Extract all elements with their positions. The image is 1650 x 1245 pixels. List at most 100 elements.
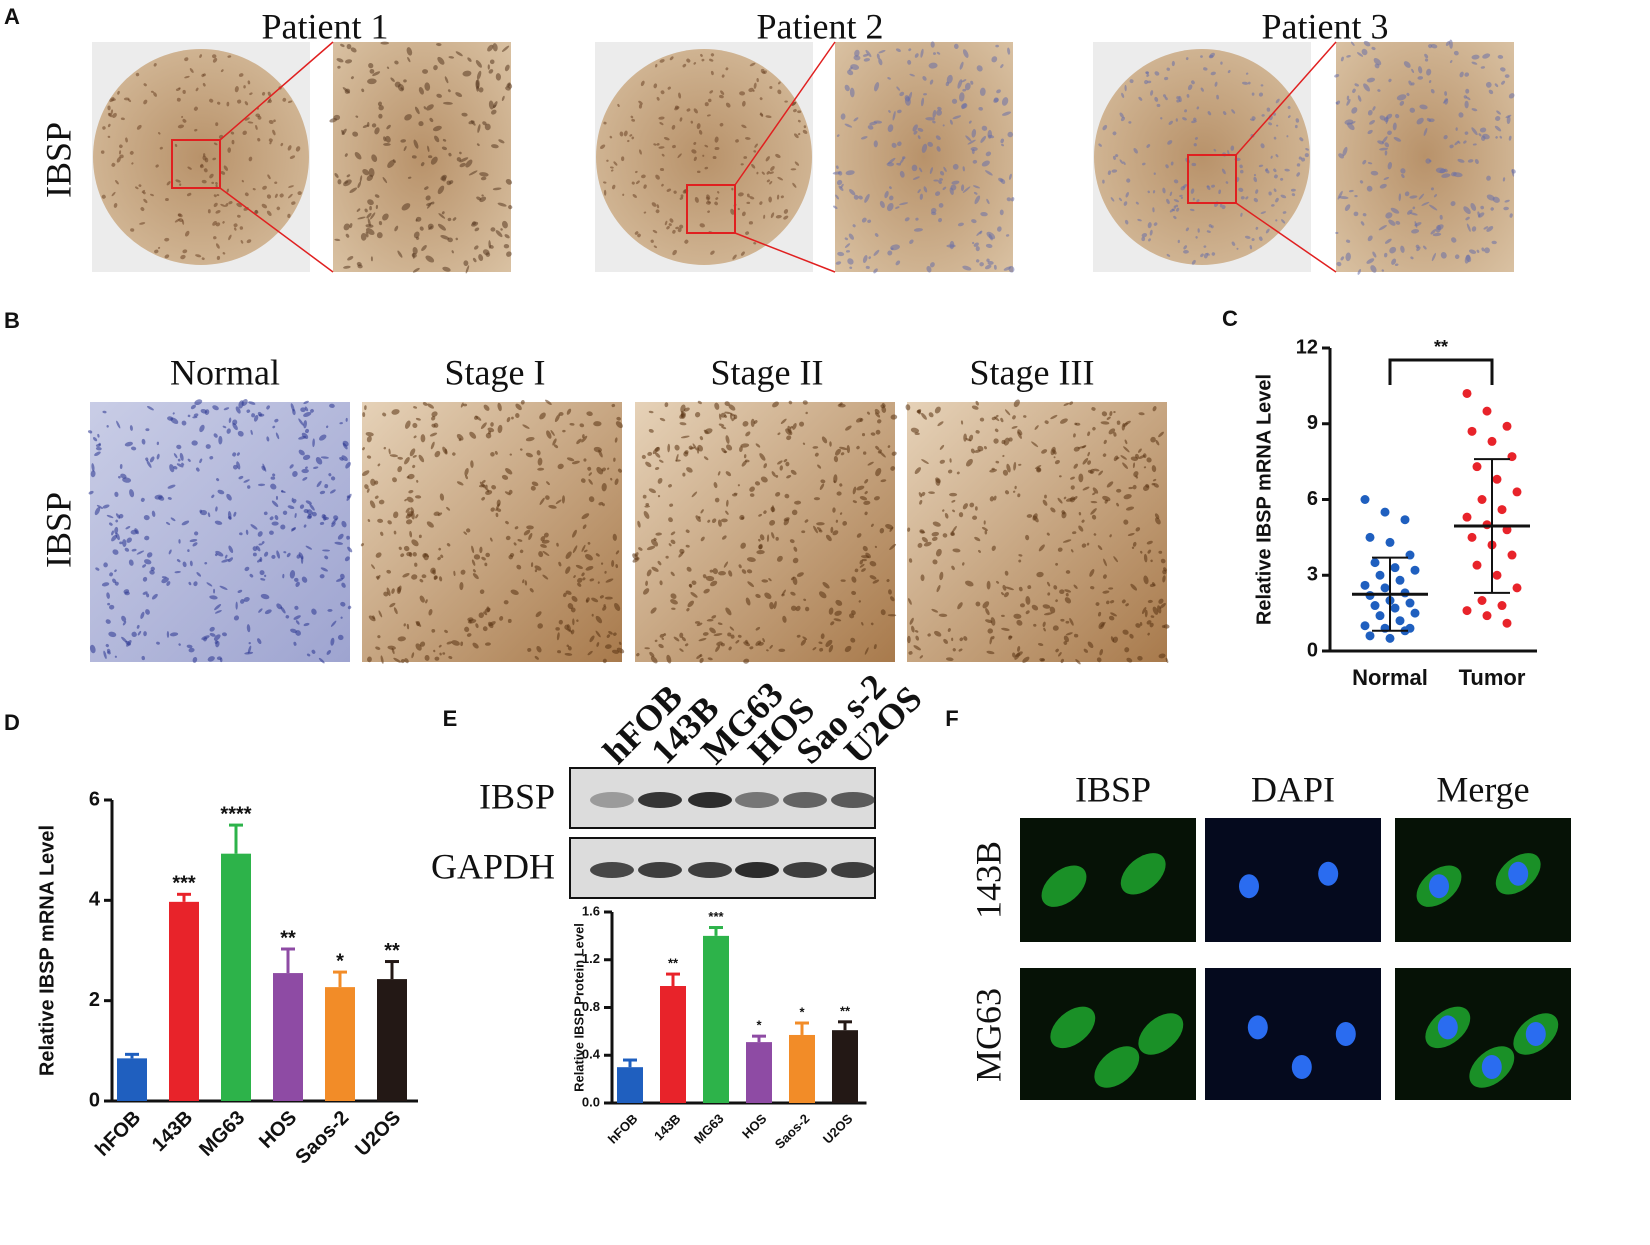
texture-dot: [371, 154, 378, 163]
texture-dot: [1200, 55, 1203, 58]
texture-dot: [873, 120, 883, 124]
texture-dot: [235, 601, 238, 610]
texture-dot: [868, 256, 872, 260]
texture-dot: [880, 609, 886, 616]
texture-dot: [219, 585, 228, 590]
texture-dot: [872, 579, 880, 584]
texture-dot: [740, 163, 744, 166]
texture-dot: [629, 134, 633, 137]
texture-dot: [582, 577, 586, 581]
texture-dot: [1145, 483, 1150, 488]
texture-dot: [509, 552, 515, 557]
texture-dot: [112, 112, 117, 119]
texture-dot: [651, 566, 659, 572]
texture-dot: [1455, 127, 1458, 131]
texture-dot: [499, 616, 504, 621]
texture-dot: [707, 519, 711, 523]
texture-dot: [269, 516, 274, 521]
texture-dot: [1186, 94, 1190, 98]
texture-dot: [329, 403, 335, 408]
texture-dot: [200, 163, 204, 167]
texture-dot: [349, 187, 358, 193]
texture-dot: [673, 190, 677, 194]
texture-dot: [1042, 621, 1046, 627]
texture-dot: [492, 187, 502, 191]
texture-dot: [422, 69, 429, 74]
texture-dot: [1428, 80, 1432, 84]
texture-dot: [813, 525, 818, 534]
texture-dot: [195, 254, 202, 258]
texture-dot: [618, 641, 622, 645]
texture-dot: [188, 581, 192, 586]
column-title: IBSP: [1075, 769, 1151, 809]
texture-dot: [1372, 106, 1376, 111]
texture-dot: [1271, 204, 1275, 207]
texture-dot: [377, 101, 382, 107]
texture-dot: [874, 233, 879, 237]
texture-dot: [976, 230, 982, 236]
texture-dot: [749, 646, 754, 650]
texture-dot: [471, 545, 475, 554]
texture-dot: [115, 513, 121, 519]
texture-dot: [1255, 226, 1259, 230]
texture-dot: [446, 506, 451, 511]
texture-dot: [741, 569, 747, 574]
texture-dot: [172, 412, 175, 415]
texture-dot: [747, 581, 755, 588]
texture-dot: [1189, 208, 1195, 212]
texture-dot: [143, 631, 147, 637]
texture-dot: [790, 469, 797, 475]
panel-label: A: [4, 4, 20, 29]
texture-dot: [383, 591, 389, 597]
texture-dot: [451, 640, 460, 646]
texture-dot: [863, 58, 871, 62]
texture-dot: [228, 557, 234, 563]
texture-dot: [947, 628, 951, 632]
texture-dot: [835, 194, 840, 200]
texture-dot: [944, 512, 949, 519]
texture-dot: [492, 43, 498, 52]
texture-dot: [1430, 229, 1437, 235]
texture-dot: [167, 416, 174, 421]
texture-dot: [1371, 46, 1376, 51]
texture-dot: [1464, 131, 1469, 135]
texture-dot: [1091, 514, 1097, 520]
texture-dot: [129, 425, 133, 431]
texture-dot: [485, 490, 493, 495]
texture-dot: [918, 492, 923, 498]
texture-dot: [981, 125, 988, 131]
texture-dot: [368, 62, 374, 69]
texture-dot: [659, 633, 665, 638]
texture-dot: [1414, 222, 1422, 227]
texture-dot: [670, 539, 676, 545]
texture-dot: [864, 491, 868, 495]
texture-dot: [572, 545, 578, 554]
texture-dot: [1340, 256, 1345, 261]
y-tick-label: 0.8: [582, 999, 600, 1014]
texture-dot: [441, 211, 445, 215]
texture-dot: [436, 42, 442, 47]
texture-dot: [572, 618, 575, 626]
texture-dot: [209, 173, 214, 179]
texture-dot: [1143, 466, 1147, 469]
texture-dot: [680, 410, 684, 418]
texture-dot: [611, 403, 616, 408]
texture-dot: [232, 422, 238, 431]
texture-dot: [345, 233, 350, 238]
texture-dot: [875, 445, 880, 450]
texture-dot: [1477, 212, 1485, 218]
texture-dot: [215, 181, 218, 185]
texture-dot: [258, 608, 263, 613]
texture-dot: [503, 600, 509, 605]
texture-dot: [536, 645, 542, 653]
texture-dot: [786, 475, 792, 479]
texture-dot: [927, 633, 931, 637]
texture-dot: [1123, 446, 1130, 453]
texture-dot: [369, 205, 372, 211]
texture-dot: [706, 194, 711, 200]
texture-dot: [661, 183, 664, 187]
texture-dot: [931, 608, 939, 613]
row-label: IBSP: [38, 122, 78, 198]
texture-dot: [1093, 533, 1097, 536]
